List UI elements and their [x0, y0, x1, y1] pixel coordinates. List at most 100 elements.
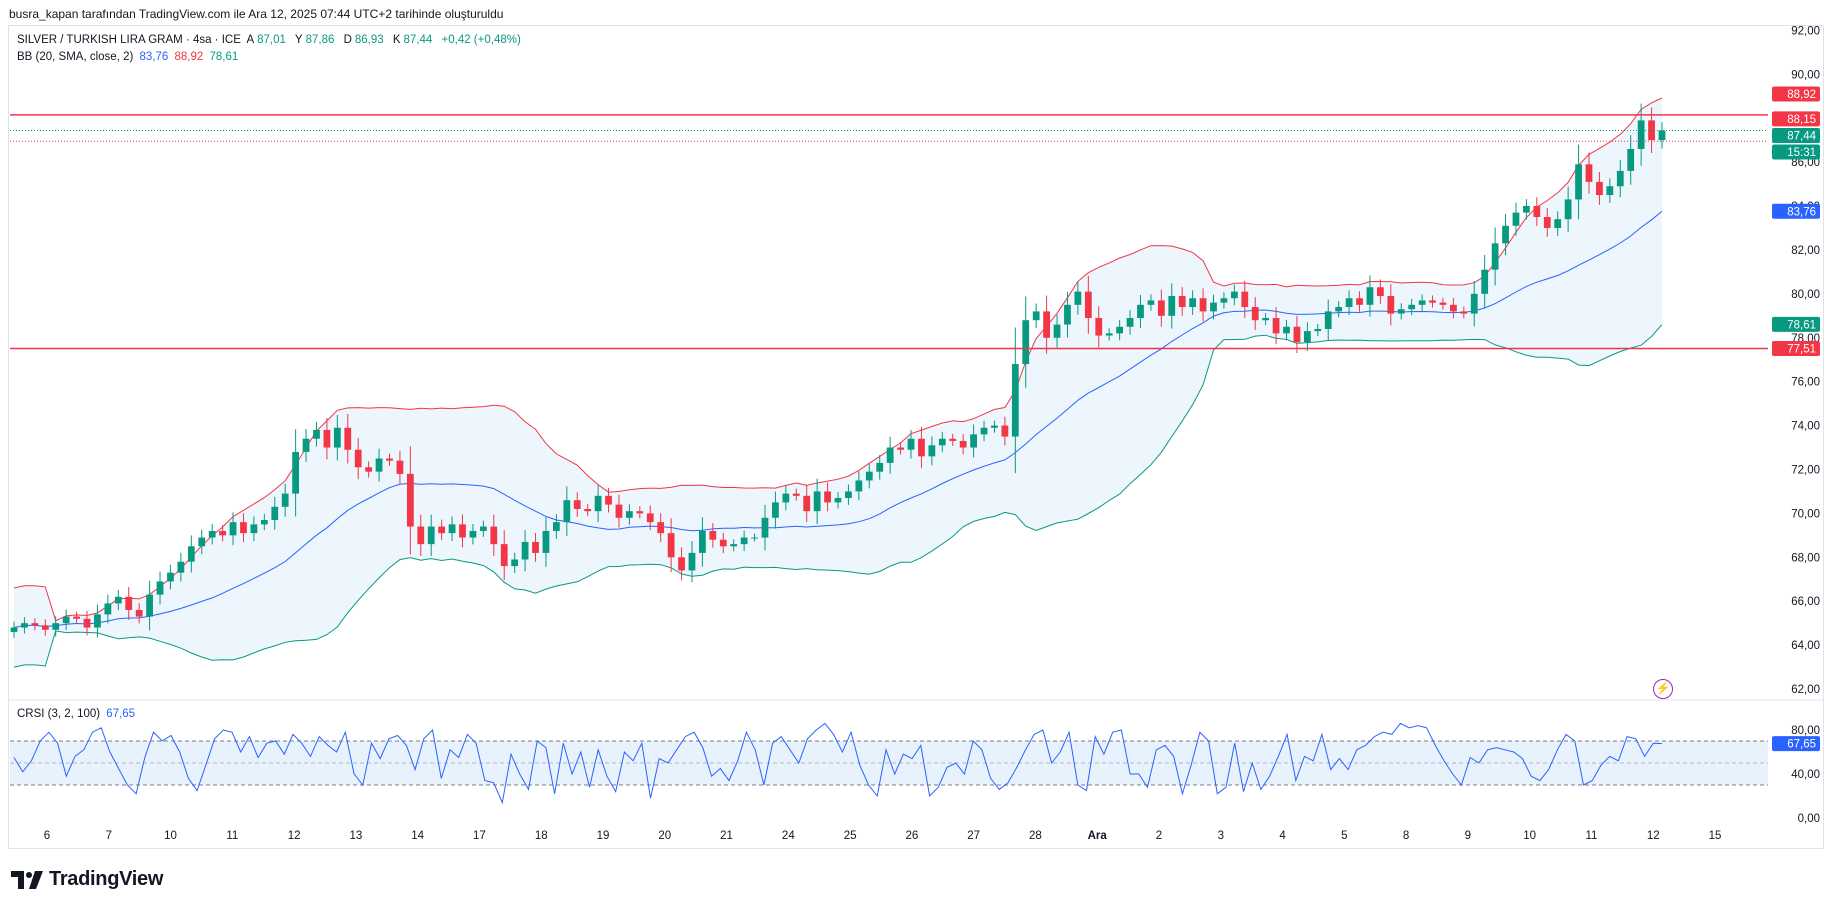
candle-body	[1575, 164, 1582, 200]
candle-body	[1324, 311, 1332, 329]
crsi-legend[interactable]: CRSI (3, 2, 100) 67,65	[17, 708, 138, 720]
time-axis-tick: 11	[226, 830, 238, 842]
crsi-value-tag-bg	[1772, 736, 1820, 752]
candle-body	[865, 471, 873, 481]
high-value: 87,86	[305, 34, 335, 46]
candle-body	[229, 522, 237, 536]
price-axis-tick: 74,00	[1791, 421, 1820, 433]
candle-body	[897, 447, 904, 450]
candle-body	[532, 541, 539, 553]
bb-lower-price-tag-bg	[1772, 316, 1820, 332]
symbol-legend[interactable]: SILVER / TURKISH LIRA GRAM · 4sa · ICE A…	[17, 34, 524, 46]
candle-body	[1554, 219, 1562, 228]
candle-body	[1512, 212, 1520, 226]
candle-body	[657, 522, 665, 534]
candle-body	[333, 427, 341, 448]
time-axis-tick: 4	[1279, 830, 1286, 842]
price-axis-tick: 82,00	[1791, 245, 1820, 257]
tradingview-logo: TradingView	[11, 868, 163, 891]
candle-body	[511, 559, 519, 567]
candle-body	[375, 458, 383, 472]
time-axis-tick: 17	[473, 830, 486, 842]
bb-band-fill	[14, 98, 1662, 668]
last-price-tag-bg	[1772, 128, 1820, 144]
lightning-icon[interactable]: ⚡	[1653, 679, 1673, 699]
candle-body	[552, 522, 560, 531]
bb-legend[interactable]: BB (20, SMA, close, 2) 83,76 88,92 78,61	[17, 51, 241, 63]
candle-body	[448, 524, 456, 534]
candle-body	[1116, 326, 1124, 334]
candle-body	[344, 427, 352, 450]
candle-body	[427, 526, 435, 545]
symbol-title[interactable]: SILVER / TURKISH LIRA GRAM · 4sa · ICE	[17, 34, 241, 46]
candle-body	[1376, 287, 1384, 297]
candle-body	[751, 537, 758, 539]
candle-body	[1095, 317, 1103, 336]
candle-body	[1210, 302, 1217, 312]
candle-body	[313, 429, 320, 439]
candle-body	[1397, 309, 1405, 314]
price-axis-tick: 80,00	[1791, 289, 1820, 301]
candle-body	[667, 533, 675, 558]
candle-body	[928, 445, 936, 457]
time-axis-tick: 19	[597, 830, 610, 842]
candle-body	[740, 537, 748, 545]
candle-body	[730, 544, 738, 547]
candle-body	[73, 616, 80, 619]
countdown-tag: 15:31	[1787, 147, 1816, 159]
candle-body	[980, 427, 988, 435]
price-axis-tick: 64,00	[1791, 640, 1820, 652]
candle-body	[479, 526, 487, 531]
candle-body	[949, 438, 957, 441]
tradingview-logo-icon	[11, 870, 43, 889]
candle-body	[469, 530, 477, 538]
candle-body	[709, 530, 717, 540]
candle-body	[104, 603, 112, 615]
price-axis-tick: 76,00	[1791, 377, 1820, 389]
candle-body	[824, 491, 831, 503]
candle-body	[573, 500, 581, 509]
candle-body	[1032, 311, 1040, 321]
crsi-value-tag: 67,65	[1787, 739, 1816, 751]
candle-body	[1043, 311, 1050, 338]
candle-body	[563, 500, 571, 523]
candle-body	[1241, 291, 1249, 308]
candle-body	[918, 438, 925, 457]
crsi-value: 67,65	[106, 708, 136, 720]
candle-body	[1053, 324, 1061, 338]
candle-body	[521, 541, 529, 560]
candle-body	[1251, 307, 1259, 321]
candle-body	[365, 467, 373, 472]
time-axis-tick: 11	[1585, 830, 1597, 842]
candle-body	[459, 524, 466, 538]
candle-body	[1387, 296, 1395, 314]
candle-body	[1230, 291, 1238, 299]
level-price-tag-high-bg	[1772, 111, 1820, 127]
time-axis-tick: 15	[1709, 830, 1722, 842]
candle-body	[803, 495, 811, 512]
candle-body	[1408, 304, 1416, 310]
candle-body	[970, 434, 977, 448]
candle-body	[1616, 170, 1624, 187]
candle-body	[260, 519, 268, 525]
crsi-axis-tick: 80,00	[1791, 725, 1820, 737]
candle-body	[1335, 307, 1343, 312]
candle-body	[1262, 317, 1270, 321]
candle-body	[396, 460, 404, 474]
price-axis-tick: 90,00	[1791, 69, 1820, 81]
candle-body	[646, 513, 654, 523]
candle-body	[1220, 298, 1228, 303]
bb-lower-value: 78,61	[209, 51, 239, 63]
candle-body	[1418, 300, 1426, 305]
crsi-label[interactable]: CRSI (3, 2, 100)	[17, 708, 101, 720]
candle-body	[271, 506, 279, 520]
candle-body	[1314, 328, 1322, 332]
time-axis-tick: 24	[782, 830, 795, 842]
time-axis-tick: 26	[905, 830, 918, 842]
level-price-tag-high: 88,15	[1787, 114, 1816, 126]
bb-label[interactable]: BB (20, SMA, close, 2)	[17, 51, 134, 63]
candle-body	[135, 609, 143, 617]
time-axis-tick: 20	[658, 830, 671, 842]
candle-body	[1126, 317, 1134, 327]
